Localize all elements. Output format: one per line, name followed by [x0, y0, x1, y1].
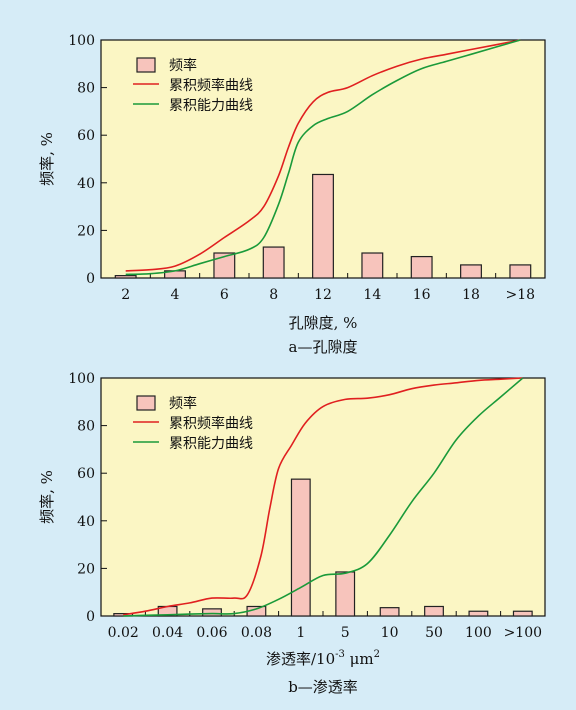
panel-b-legend-label: 频率	[169, 395, 197, 412]
panel-b-bar	[468, 610, 489, 617]
panel-b-legend-swatch-bar	[136, 395, 156, 411]
panel-a-x-tick-label: 12	[314, 287, 332, 303]
panel-b-x-tick-label: 5	[341, 625, 350, 641]
panel-a-legend-swatch-bar	[136, 57, 156, 73]
panel-b-x-tick-label: 10	[381, 625, 399, 641]
panel-b-caption: b—渗透率	[288, 678, 358, 696]
panel-a-y-tick-label: 100	[68, 33, 95, 49]
panel-b-y-tick-label: 40	[77, 514, 95, 530]
panel-b-legend-label: 累积能力曲线	[169, 436, 253, 452]
panel-b-x-axis-label-part: 渗透率/10	[266, 650, 335, 668]
panel-b-x-tick-label: 0.02	[108, 625, 139, 641]
panel-a-bar	[509, 264, 532, 279]
panel-b-bar	[202, 608, 222, 617]
panel-a-x-tick-label: 4	[171, 287, 180, 303]
panel-b-x-tick-label: 0.06	[196, 625, 227, 641]
panel-b-bar	[335, 571, 356, 617]
panel-b-bar	[424, 605, 444, 617]
panel-b-x-axis-label-part: -3	[335, 649, 345, 660]
panel-b-line-cumulative-capacity	[123, 377, 524, 617]
panel-a-bar	[361, 252, 384, 279]
panel-b-legend-label: 累积频率曲线	[169, 415, 253, 432]
panel-b-y-tick-label: 20	[77, 561, 95, 577]
panel-b-y-tick-label: 0	[86, 609, 95, 625]
panel-a-x-tick-label: >18	[506, 287, 536, 303]
panel-b-line-cumulative-frequency	[123, 377, 523, 616]
panel-a-x-tick-label: 16	[413, 287, 431, 303]
panel-a-y-tick-label: 40	[77, 176, 95, 192]
panel-a-x-axis-label: 孔隙度, %	[289, 314, 358, 332]
panel-b-y-tick-label: 100	[68, 371, 95, 387]
panel-a-caption: a—孔隙度	[289, 338, 358, 356]
panel-a-x-tick-label: 14	[363, 287, 381, 303]
panel-a-bar	[410, 255, 433, 279]
panel-a-bar	[460, 264, 482, 279]
panel-b-bar	[290, 478, 311, 617]
panel-a-bar	[312, 173, 334, 279]
panel-b-plot-area	[100, 377, 546, 617]
panel-a-y-tick-label: 60	[77, 128, 95, 144]
panel-a-x-tick-label: 18	[462, 287, 480, 303]
panel-a-line-cumulative-frequency	[125, 39, 521, 272]
panel-b-bar	[379, 607, 400, 617]
panel-b-x-tick-label: 1	[296, 625, 305, 641]
panel-a-x-tick-label: 6	[220, 287, 229, 303]
panel-a-legend-label: 累积能力曲线	[169, 98, 253, 114]
panel-a-y-axis-label: 频率, %	[38, 132, 56, 186]
panel-b-x-tick-label: >100	[504, 625, 542, 641]
panel-a-bar	[114, 275, 137, 279]
panel-b-y-tick-label: 60	[77, 466, 95, 482]
panel-a-x-tick-label: 8	[269, 287, 278, 303]
panel-b-bar	[512, 610, 533, 617]
panel-a-y-tick-label: 0	[86, 271, 95, 287]
panel-b-x-tick-label: 0.08	[241, 625, 272, 641]
panel-a-bar	[262, 246, 285, 279]
panel-a-line-cumulative-capacity	[125, 39, 521, 276]
panel-a-x-tick-label: 2	[121, 287, 130, 303]
panel-a-bar	[213, 252, 236, 279]
panel-a-legend-label: 累积频率曲线	[169, 77, 253, 94]
panel-b-x-axis-label-part: 2	[374, 649, 380, 660]
panel-a-legend-label: 频率	[169, 57, 197, 74]
panel-b-y-tick-label: 80	[77, 419, 95, 435]
panel-a-y-tick-label: 80	[77, 81, 95, 97]
panel-b-x-axis-label: 渗透率/10-3 μm2	[266, 649, 380, 668]
panel-b-y-axis-label: 频率, %	[38, 470, 56, 524]
panel-b-x-tick-label: 100	[465, 625, 492, 641]
panel-a-y-tick-label: 20	[77, 223, 95, 239]
panel-b-x-tick-label: 0.04	[152, 625, 183, 641]
panel-b-x-axis-label-part: μm	[345, 650, 374, 668]
panel-b-x-tick-label: 50	[425, 625, 443, 641]
